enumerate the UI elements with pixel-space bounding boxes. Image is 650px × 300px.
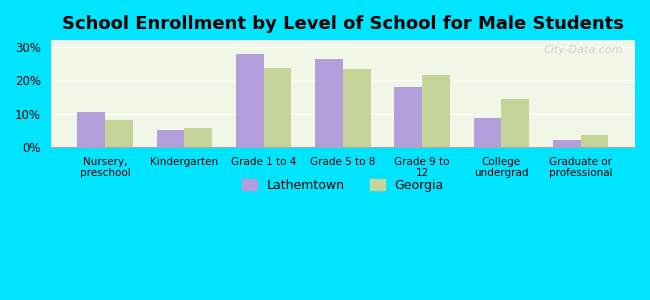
Bar: [343, 69, 370, 147]
Bar: [315, 58, 343, 147]
Title: School Enrollment by Level of School for Male Students: School Enrollment by Level of School for…: [62, 15, 624, 33]
Bar: [157, 130, 185, 147]
Bar: [474, 118, 501, 147]
Bar: [580, 135, 608, 147]
Bar: [105, 120, 133, 147]
Bar: [185, 128, 212, 147]
Bar: [422, 75, 450, 147]
Text: City-Data.com: City-Data.com: [544, 46, 623, 56]
Bar: [553, 140, 580, 147]
Bar: [264, 68, 291, 147]
Legend: Lathemtown, Georgia: Lathemtown, Georgia: [237, 173, 449, 196]
Bar: [395, 87, 422, 147]
Bar: [501, 99, 529, 147]
Bar: [77, 112, 105, 147]
Bar: [236, 54, 264, 147]
